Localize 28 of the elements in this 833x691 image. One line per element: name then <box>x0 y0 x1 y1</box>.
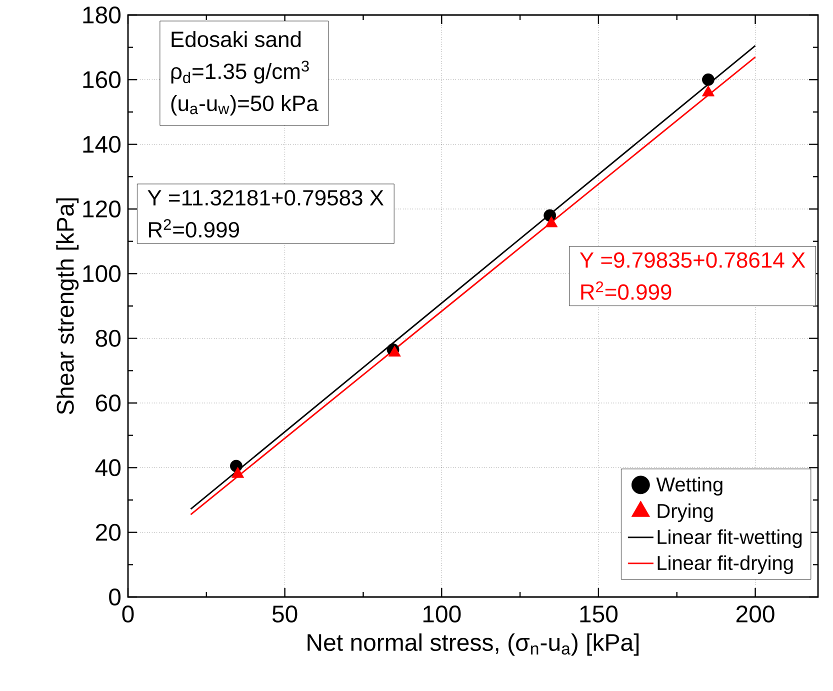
y-tick-label: 60 <box>96 394 121 412</box>
y-tick-label: 80 <box>96 330 121 347</box>
x-axis-title: Net normal stress, (σ$_{n}$-u$_{a}$) [kPa] <box>308 633 639 656</box>
y-tick-label: 180 <box>83 6 121 24</box>
y-tick-label: 120 <box>83 200 121 218</box>
annotation: R$^{2}$=0.999 <box>148 219 239 238</box>
y-tick-label: 40 <box>95 459 121 476</box>
y-tick-label: 20 <box>96 524 121 541</box>
y-axis-title: Shear strength [kPa] <box>56 198 79 414</box>
legend-label: Linear fit-drying <box>658 555 793 574</box>
legend-label: Linear fit-wetting <box>658 529 802 548</box>
y-tick-label: 0 <box>109 588 121 606</box>
annotation: R$^{2}$=0.999 <box>581 281 672 300</box>
y-tick-label: 160 <box>83 71 121 88</box>
annotation: ρ$_{d}$=1.35 g/cm$^{3}$ <box>171 60 309 84</box>
x-tick-label: 100 <box>423 606 461 623</box>
legend-label: Drying <box>658 503 713 522</box>
x-tick-label: 50 <box>272 606 298 623</box>
y-tick-label: 100 <box>83 265 121 282</box>
x-tick-label: 0 <box>122 606 134 623</box>
annotation: (u$_{a}$-u$_{w}$)=50 kPa <box>171 95 318 116</box>
annotation: Edosaki sand <box>172 31 301 48</box>
x-tick-label: 150 <box>580 606 618 623</box>
annotation: Y =11.32181+0.79583 X <box>148 190 384 206</box>
legend-label: Wetting <box>656 476 722 496</box>
x-tick-label: 200 <box>736 606 774 623</box>
annotation: Y =9.79835+0.78614 X <box>580 252 806 268</box>
y-tick-label: 140 <box>83 136 121 153</box>
